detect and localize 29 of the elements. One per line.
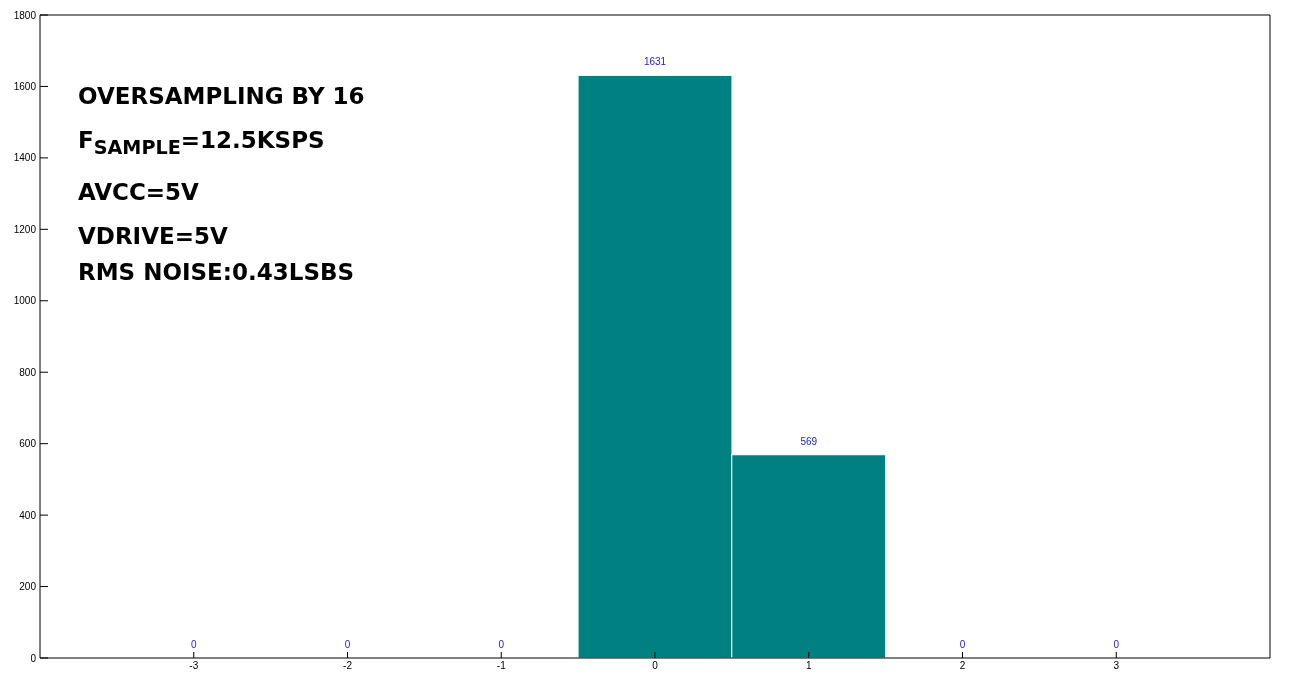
y-tick-label: 1400 (13, 152, 37, 164)
y-tick-label: 1000 (13, 295, 37, 307)
x-tick-label: 0 (652, 660, 659, 672)
annotation: VDRIVE=5V (78, 221, 229, 251)
annotation: RMS NOISE:0.43LSBS (78, 257, 356, 286)
y-tick-label: 1800 (13, 9, 37, 21)
data-label: 1631 (643, 56, 667, 68)
x-tick-label: -2 (343, 660, 353, 672)
data-label: 0 (959, 639, 966, 650)
data-label: 0 (190, 639, 197, 650)
y-tick-label: 200 (19, 581, 37, 593)
annotation: AVCC=5V (78, 177, 200, 207)
x-tick-label: 1 (805, 660, 812, 672)
data-label: 0 (344, 639, 351, 650)
x-tick-label: 2 (959, 660, 966, 672)
data-label: 0 (1113, 639, 1120, 650)
y-tick-label: 800 (19, 366, 37, 378)
x-tick-label: -1 (496, 660, 507, 672)
y-tick-label: 0 (30, 652, 37, 664)
x-tick-label: -3 (189, 660, 199, 672)
y-tick-label: 1600 (13, 80, 37, 92)
y-tick-label: 400 (19, 509, 37, 521)
annotation: OVERSAMPLING BY 16 (78, 82, 365, 111)
y-tick-label: 1200 (13, 223, 37, 235)
x-tick-label: 3 (1113, 660, 1120, 672)
annotation: F$_{SAMPLE}$=12.5KSPS (78, 126, 326, 161)
y-tick-label: 600 (19, 438, 37, 450)
data-label: 569 (800, 435, 818, 447)
data-label: 0 (498, 639, 505, 650)
